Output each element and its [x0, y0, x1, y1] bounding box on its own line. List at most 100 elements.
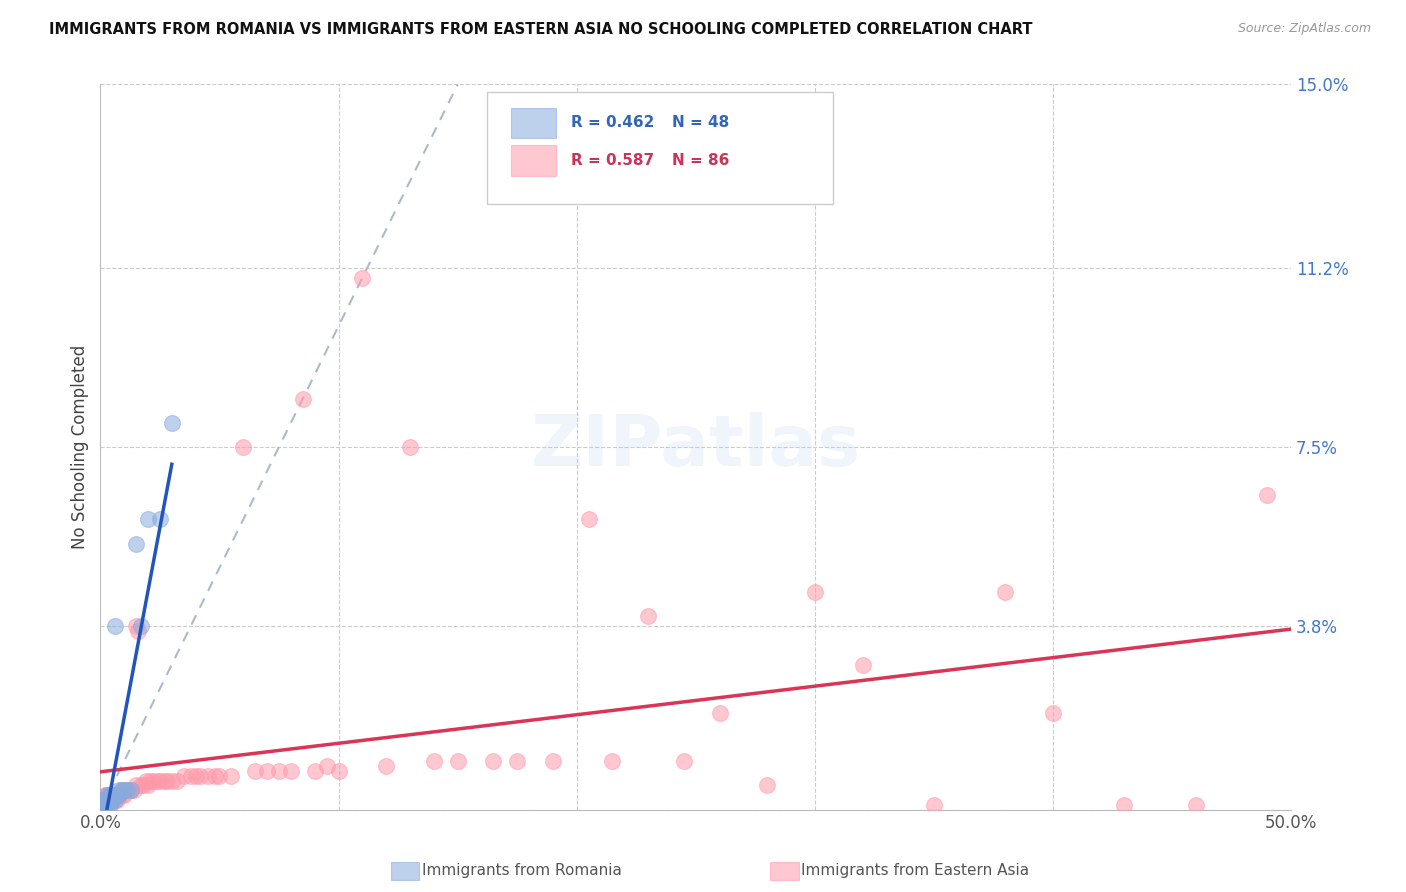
- Point: [221, 769, 243, 783]
- Point: [94, 797, 117, 812]
- Point: [136, 778, 159, 792]
- Point: [105, 793, 128, 807]
- Point: [98, 793, 121, 807]
- Point: [96, 797, 118, 812]
- Point: [104, 619, 127, 633]
- Point: [160, 773, 183, 788]
- Text: Immigrants from Eastern Asia: Immigrants from Eastern Asia: [801, 863, 1029, 878]
- Text: N = 86: N = 86: [672, 153, 730, 168]
- Point: [105, 788, 128, 802]
- Point: [135, 773, 157, 788]
- Point: [541, 754, 564, 768]
- Point: [208, 769, 231, 783]
- FancyBboxPatch shape: [512, 145, 557, 176]
- Point: [153, 773, 176, 788]
- Point: [146, 773, 169, 788]
- Point: [104, 788, 127, 802]
- Point: [101, 788, 124, 802]
- Point: [446, 754, 468, 768]
- Point: [1114, 797, 1136, 812]
- Text: Immigrants from Romania: Immigrants from Romania: [422, 863, 621, 878]
- Point: [101, 793, 124, 807]
- Point: [101, 788, 124, 802]
- Point: [98, 793, 121, 807]
- Point: [280, 764, 302, 778]
- Point: [115, 783, 138, 797]
- Point: [1042, 706, 1064, 720]
- Point: [267, 764, 290, 778]
- Point: [101, 788, 124, 802]
- Point: [91, 797, 114, 812]
- Point: [96, 788, 118, 802]
- Point: [352, 270, 374, 285]
- Point: [256, 764, 278, 778]
- Text: R = 0.587: R = 0.587: [571, 153, 654, 168]
- Point: [93, 793, 115, 807]
- Point: [111, 783, 134, 797]
- Point: [197, 769, 219, 783]
- Point: [108, 788, 131, 802]
- Point: [94, 793, 117, 807]
- Point: [98, 788, 121, 802]
- Point: [104, 788, 127, 802]
- Point: [96, 788, 118, 802]
- Point: [851, 657, 873, 672]
- Point: [105, 788, 128, 802]
- Point: [104, 793, 127, 807]
- Point: [111, 788, 134, 802]
- Point: [96, 793, 118, 807]
- Point: [243, 764, 266, 778]
- Point: [120, 783, 142, 797]
- Point: [94, 797, 117, 812]
- Point: [97, 793, 120, 807]
- Point: [101, 793, 124, 807]
- Point: [180, 769, 202, 783]
- Point: [122, 783, 145, 797]
- Point: [184, 769, 207, 783]
- Point: [125, 619, 148, 633]
- Point: [328, 764, 350, 778]
- Point: [93, 797, 115, 812]
- Point: [482, 754, 505, 768]
- Point: [129, 619, 152, 633]
- Point: [101, 793, 124, 807]
- Point: [291, 392, 314, 406]
- Point: [1185, 797, 1208, 812]
- Point: [118, 783, 141, 797]
- Point: [125, 778, 148, 792]
- Text: R = 0.462: R = 0.462: [571, 115, 654, 130]
- Point: [132, 778, 155, 792]
- Point: [96, 788, 118, 802]
- Point: [96, 793, 118, 807]
- Text: Source: ZipAtlas.com: Source: ZipAtlas.com: [1237, 22, 1371, 36]
- Point: [104, 793, 127, 807]
- Point: [96, 797, 118, 812]
- Point: [423, 754, 446, 768]
- Point: [91, 793, 114, 807]
- Point: [98, 797, 121, 812]
- Point: [922, 797, 945, 812]
- Point: [578, 512, 600, 526]
- Y-axis label: No Schooling Completed: No Schooling Completed: [72, 345, 89, 549]
- Point: [232, 440, 254, 454]
- Point: [98, 788, 121, 802]
- Point: [101, 788, 124, 802]
- Point: [98, 793, 121, 807]
- Point: [994, 585, 1017, 599]
- FancyBboxPatch shape: [512, 108, 557, 138]
- Point: [96, 793, 118, 807]
- Point: [149, 773, 172, 788]
- Point: [190, 769, 212, 783]
- Point: [125, 536, 148, 550]
- Point: [149, 512, 172, 526]
- Point: [506, 754, 529, 768]
- Point: [104, 788, 127, 802]
- Point: [96, 793, 118, 807]
- Text: N = 48: N = 48: [672, 115, 730, 130]
- Point: [304, 764, 326, 778]
- Point: [91, 793, 114, 807]
- Point: [139, 773, 162, 788]
- Point: [315, 759, 337, 773]
- Point: [96, 797, 118, 812]
- Point: [91, 797, 114, 812]
